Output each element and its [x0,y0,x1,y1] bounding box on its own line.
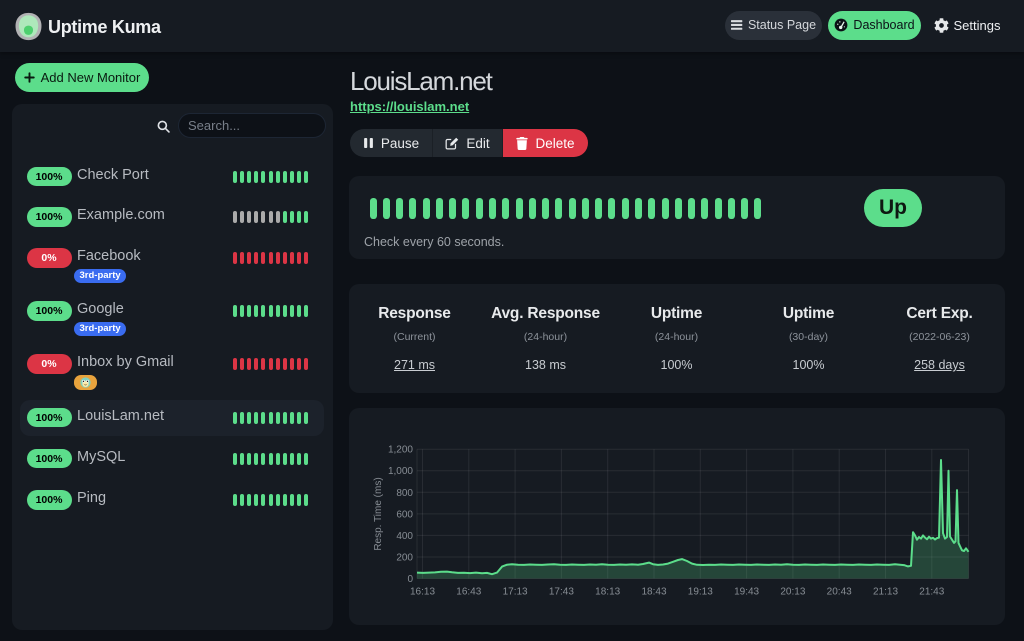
svg-text:17:43: 17:43 [549,587,574,598]
svg-text:200: 200 [396,553,413,564]
svg-text:1,200: 1,200 [388,445,413,456]
svg-text:400: 400 [396,531,413,542]
svg-text:19:43: 19:43 [734,587,759,598]
svg-text:0: 0 [407,574,413,585]
svg-text:18:43: 18:43 [641,587,666,598]
svg-text:600: 600 [396,509,413,520]
svg-text:20:43: 20:43 [827,587,852,598]
svg-text:1,000: 1,000 [388,466,413,477]
svg-text:16:13: 16:13 [410,587,435,598]
svg-text:20:13: 20:13 [780,587,805,598]
svg-text:18:13: 18:13 [595,587,620,598]
svg-text:17:13: 17:13 [503,587,528,598]
svg-text:21:13: 21:13 [873,587,898,598]
svg-text:21:43: 21:43 [919,587,944,598]
svg-text:16:43: 16:43 [456,587,481,598]
svg-text:Resp. Time (ms): Resp. Time (ms) [373,477,384,550]
svg-text:19:13: 19:13 [688,587,713,598]
svg-text:800: 800 [396,488,413,499]
